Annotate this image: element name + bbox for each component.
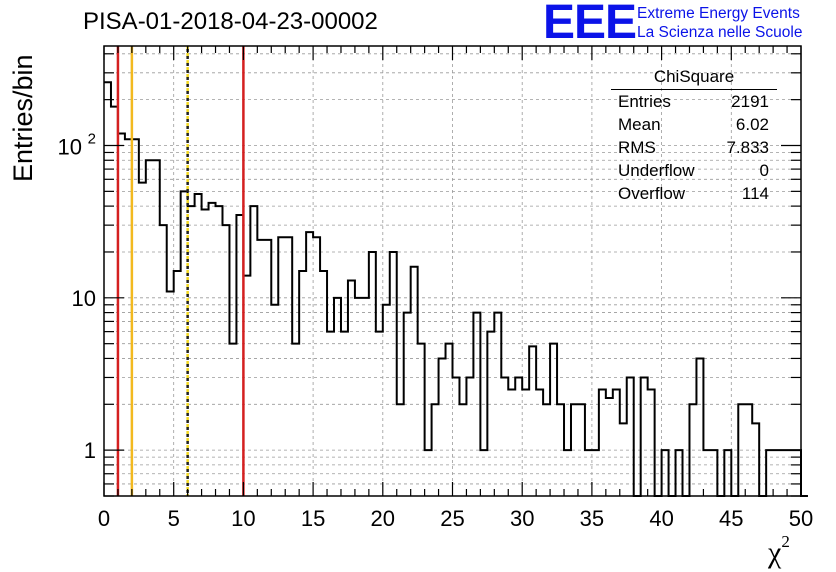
stats-label: Mean [618, 114, 661, 134]
x-axis-label-superscript: 2 [781, 532, 790, 551]
x-tick-label: 5 [168, 506, 180, 531]
stats-label: RMS [618, 137, 656, 157]
x-tick-label: 45 [719, 506, 743, 531]
x-tick-label: 40 [649, 506, 673, 531]
x-tick-labels: 0 5 10 15 20 25 30 35 40 45 50 [98, 506, 813, 531]
threshold-lines [116, 46, 245, 496]
y-tick-label: 10 [72, 286, 96, 311]
x-axis-label-symbol: χ [768, 536, 782, 569]
y-tick-label: 10 [58, 134, 82, 159]
chart-title: PISA-01-2018-04-23-00002 [83, 8, 378, 35]
stats-row-underflow: Underflow 0 [611, 159, 777, 182]
y-tick-label: 1 [84, 438, 96, 463]
org-name-line1: Extreme Energy Events [637, 5, 800, 22]
stats-value: 6.02 [735, 114, 769, 134]
eee-logo: EEE [543, 0, 637, 49]
plot-axes [103, 45, 802, 497]
x-tick-label: 25 [440, 506, 464, 531]
x-tick-label: 0 [98, 506, 110, 531]
y-tick-label-exponent: 2 [88, 130, 96, 147]
stats-row-mean: Mean 6.02 [611, 113, 777, 136]
stats-row-rms: RMS 7.833 [611, 136, 777, 159]
stats-label: Underflow [618, 160, 695, 180]
stats-row-entries: Entries 2191 [611, 90, 777, 113]
stats-value: 114 [741, 183, 769, 203]
org-name-line2: La Scienza nelle Scuole [637, 24, 803, 41]
x-tick-label: 10 [231, 506, 255, 531]
x-tick-label: 50 [789, 506, 813, 531]
x-tick-label: 15 [301, 506, 325, 531]
histogram-line [104, 81, 808, 497]
stats-label: Overflow [618, 183, 686, 203]
stats-row-overflow: Overflow 114 [611, 182, 777, 205]
stats-value: 2191 [731, 91, 769, 111]
y-axis-label: Entries/bin [8, 54, 38, 182]
x-axis-label: χ2 [768, 532, 790, 570]
stats-label: Entries [618, 91, 671, 111]
x-tick-label: 35 [580, 506, 604, 531]
stats-box-title: ChiSquare [611, 67, 777, 90]
y-tick-labels: 1 10 10 2 [58, 130, 96, 463]
stats-box: ChiSquare Entries 2191 Mean 6.02 RMS 7.833 … [611, 67, 777, 205]
x-tick-label: 30 [510, 506, 534, 531]
stats-value: 7.833 [726, 137, 769, 157]
x-tick-label: 20 [371, 506, 395, 531]
stats-value: 0 [759, 160, 769, 180]
histogram-series [104, 81, 808, 497]
